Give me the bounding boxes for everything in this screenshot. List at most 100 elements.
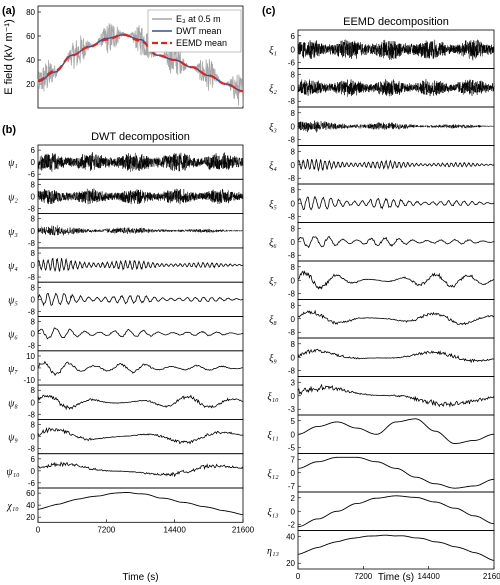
component-row: η₁₃ 40 20 [267,530,495,570]
row-signal [37,394,244,411]
row-ytick-label: 0 [31,398,36,407]
row-signal [297,235,495,249]
legend-entry: E₃ at 0.5 m [176,14,221,24]
row-ytick-label: 8 [291,186,296,195]
row-ytick-label: 8 [31,215,36,224]
row-ytick-label: 40 [286,532,295,541]
legend-entry: DWT mean [176,26,221,36]
row-ytick-label: 0 [31,261,36,270]
component-row: ψ₅ 8 0 -8 [8,281,244,317]
row-signal [297,39,495,61]
row-ytick-label: 10 [26,352,35,361]
panel-label-c: (c) [262,5,276,17]
panel-a-frame [37,5,244,109]
row-signal [297,383,495,408]
row-signal [297,456,495,489]
row-ytick-label: 8 [291,70,296,79]
row-frame [297,414,495,454]
panel-a-chart: 20 40 60 80 E field (kV m⁻¹) E₃ at 0.5 m DWT m… [3,5,244,109]
row-ylabel: ψ₃ [8,227,18,238]
row-ytick-label: 8 [291,340,296,349]
row-ytick-label: 60 [26,489,35,498]
row-ytick-label: 0 [291,469,296,478]
row-ylabel: ψ₆ [8,330,18,341]
row-ylabel: ξ₁₂ [267,469,279,480]
row-signal [297,309,495,326]
component-row: ψ₂ 8 0 -8 [8,178,244,215]
legend-entry: EEMD mean [176,38,227,48]
row-signal [37,327,244,340]
row-ylabel: ξ₃ [269,122,277,133]
row-ytick-label: 0 [31,433,36,442]
row-signal [297,495,495,528]
component-row: ψ₃ 8 0 -8 [8,213,244,249]
row-ytick-label: 8 [31,318,36,327]
row-ytick-label: 0 [31,158,36,167]
row-ytick-label: 8 [291,263,296,272]
row-ytick-label: 0 [291,84,296,93]
row-ylabel: ψ₁₀ [6,467,20,478]
row-ytick-label: 0 [291,45,296,54]
row-ytick-label: 0 [291,392,296,401]
row-frame [297,260,495,300]
row-ytick-label: -8 [28,273,36,282]
row-frame [37,281,244,317]
row-signal [37,427,244,445]
row-ytick-label: 0 [31,364,36,373]
row-ytick-label: 8 [291,301,296,310]
component-row: ξ₆ 8 0 -8 [269,222,495,262]
row-ytick-label: 40 [26,501,35,510]
row-ytick-label: 0 [31,295,36,304]
panel-a-ytick-label: 40 [26,56,35,65]
row-ytick-label: -8 [28,204,36,213]
panel-title: DWT decomposition [91,131,190,143]
row-ytick-label: -8 [28,410,36,419]
row-ytick-label: 6 [291,32,296,41]
row-signal [297,418,495,444]
row-ytick-label: -7 [288,482,296,491]
row-ytick-label: 0 [291,238,296,247]
row-frame [297,530,495,570]
row-ytick-label: 8 [31,249,36,258]
series-dwt-mean-line [37,34,244,92]
row-ytick-label: 20 [26,513,35,522]
component-row: ξ₁₂ 7 0 -7 [267,453,495,493]
row-ylabel: ξ₈ [269,315,277,326]
xtick-label: 7200 [97,525,115,534]
row-ytick-label: -8 [28,239,36,248]
row-ytick-label: -3 [288,405,296,414]
row-signal [37,492,244,516]
row-frame [37,418,244,455]
row-frame [297,183,495,223]
panel-label-b: (b) [2,124,16,136]
row-signal [37,292,244,307]
component-row: ξ₁₁ 5 0 -5 [267,414,495,454]
row-ytick-label: -10 [23,376,35,385]
row-ylabel: ξ₁₁ [267,430,278,441]
row-ytick-label: 0 [31,227,36,236]
row-ylabel: ψ₉ [8,433,18,444]
row-ytick-label: 0 [31,192,36,201]
row-signal [297,79,495,97]
component-row: ξ₇ 8 0 -8 [269,260,495,300]
row-ytick-label: 6 [31,455,36,464]
row-ylabel: ξ₁ [269,45,277,56]
row-ytick-label: 0 [31,330,36,339]
component-row: χ₁₀ 60 40 20 [6,487,244,523]
row-ylabel: ξ₁₀ [267,392,279,403]
row-ytick-label: 0 [291,161,296,170]
row-ytick-label: 0 [291,199,296,208]
xtick-label: 0 [296,572,301,581]
row-ytick-label: -6 [288,59,296,68]
row-signal [37,461,244,478]
row-signal [37,360,244,376]
panel-a-ylabel: E field (kV m⁻¹) [3,19,15,94]
row-ytick-label: -2 [288,521,296,530]
row-ytick-label: -8 [288,367,296,376]
row-ytick-label: -8 [288,251,296,260]
row-ytick-label: -8 [28,445,36,454]
row-ytick-label: 8 [31,386,36,395]
row-ytick-label: 20 [286,559,295,568]
row-ylabel: ξ₉ [269,353,277,364]
xtick-label: 14400 [164,525,187,534]
